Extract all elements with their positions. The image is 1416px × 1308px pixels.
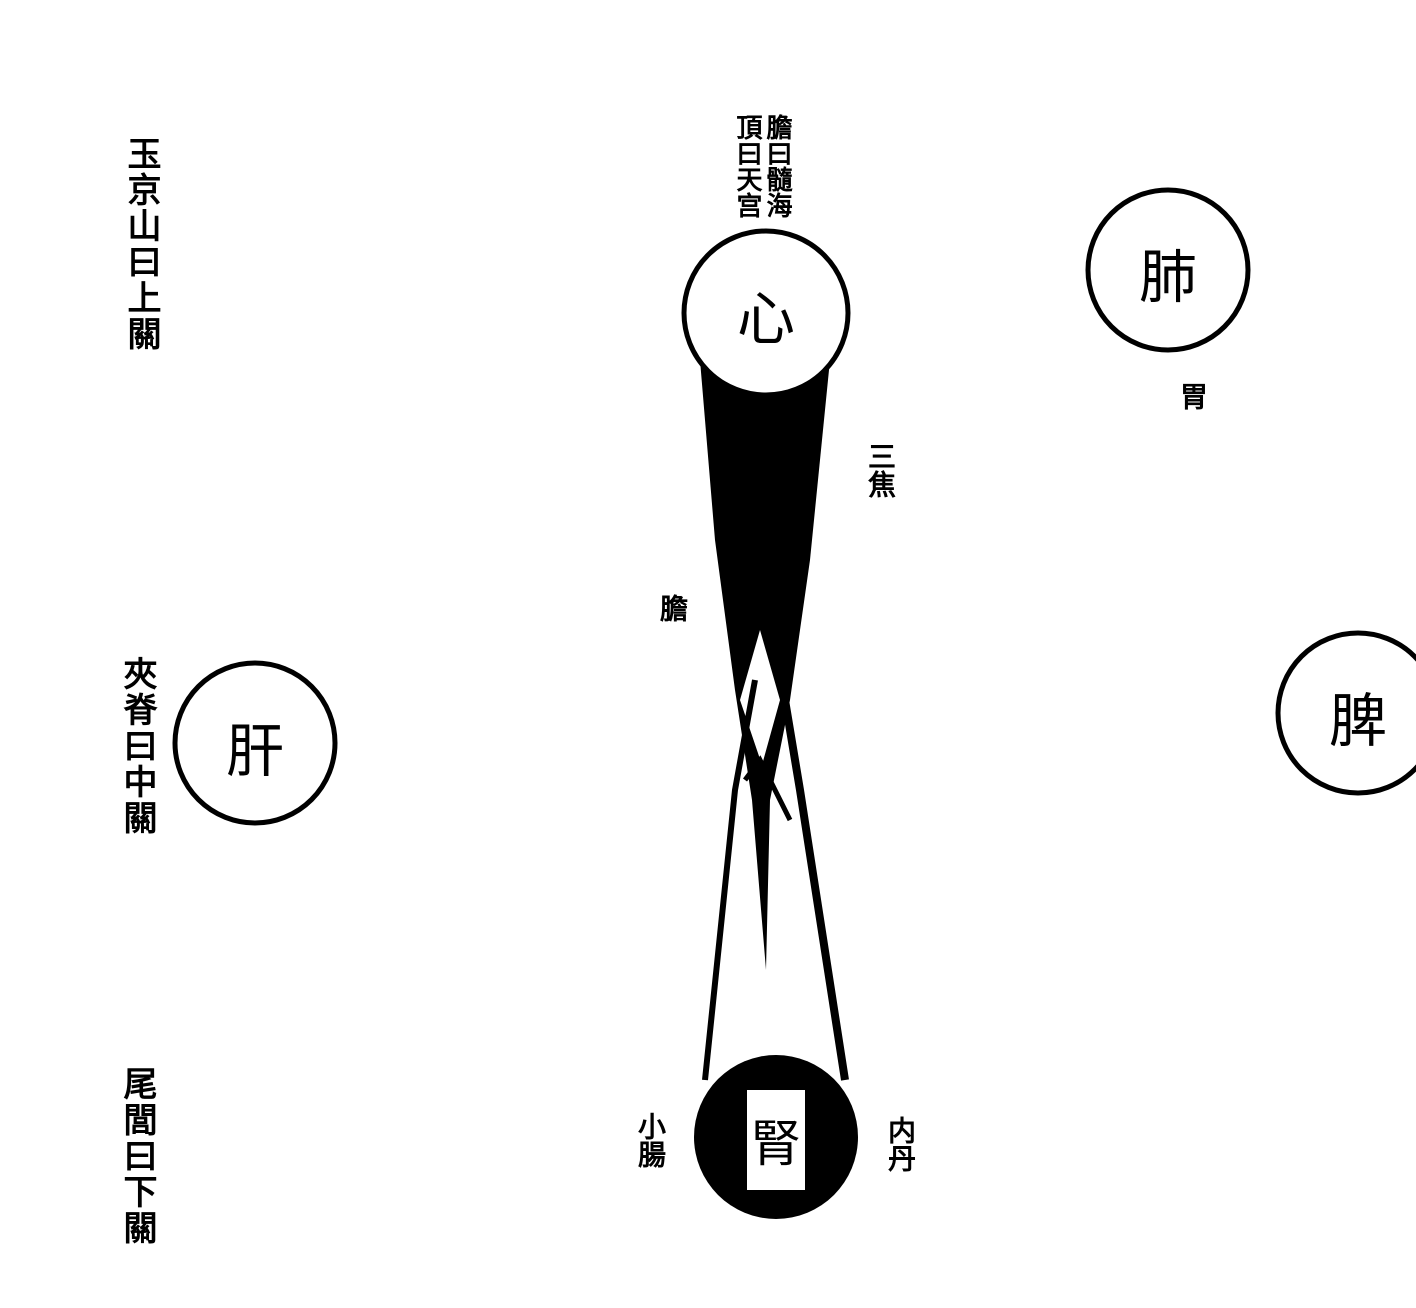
spleen-circle xyxy=(1275,630,1416,796)
sanjiao-label: 三焦 xyxy=(864,442,897,498)
channel-left-line xyxy=(702,679,758,1081)
wei-label: 胃 xyxy=(1176,382,1209,410)
kidney-char: 腎 xyxy=(751,1115,801,1173)
lung-circle xyxy=(1085,187,1251,353)
small-intestine-label: 小腸 xyxy=(634,1112,667,1168)
heart-char: 心 xyxy=(736,285,795,353)
heavenly-palace-label: 頂曰天宫 xyxy=(732,114,762,218)
liver-circle xyxy=(172,660,338,826)
liver-char: 肝 xyxy=(225,717,284,785)
marrow-sea-label: 膽曰髓海 xyxy=(762,114,792,218)
lower-gate-label: 尾閭曰下關 xyxy=(117,1066,157,1246)
neidan-label: 内丹 xyxy=(884,1116,917,1172)
channel-cross-line xyxy=(743,755,793,822)
middle-gate-label: 夾脊曰中關 xyxy=(117,656,157,836)
kidney-label-box xyxy=(747,1090,805,1190)
lung-char: 肺 xyxy=(1138,243,1197,311)
heart-circle xyxy=(681,228,851,398)
upper-gate-label: 玉京山曰上關 xyxy=(121,136,161,352)
spleen-char: 脾 xyxy=(1328,687,1387,755)
channel-right-line xyxy=(781,699,849,1081)
dan-label: 膽 xyxy=(656,594,689,622)
channel-gap xyxy=(740,630,780,765)
